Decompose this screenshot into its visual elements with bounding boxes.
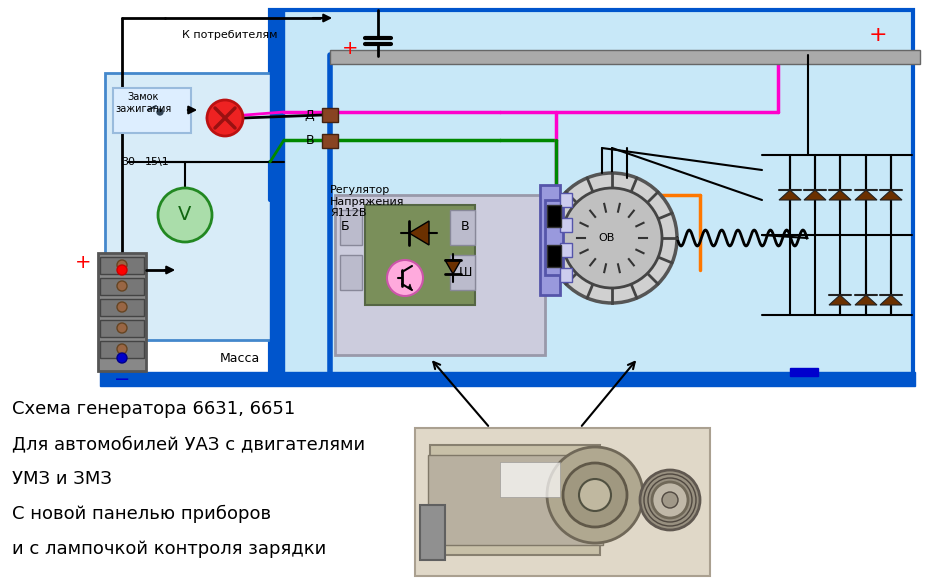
- Circle shape: [117, 344, 127, 354]
- Bar: [340, 255, 362, 290]
- Polygon shape: [855, 295, 877, 305]
- Text: Б: Б: [340, 220, 350, 233]
- Circle shape: [563, 463, 627, 527]
- Bar: [340, 210, 362, 245]
- Bar: [113, 88, 191, 133]
- Polygon shape: [880, 190, 902, 200]
- Bar: [330, 50, 920, 64]
- Bar: [450, 210, 475, 245]
- Bar: [100, 320, 144, 337]
- Circle shape: [117, 260, 127, 270]
- Bar: [428, 455, 603, 545]
- Circle shape: [117, 265, 127, 275]
- Bar: [270, 10, 913, 375]
- Text: Ш: Ш: [458, 265, 472, 278]
- Text: ОВ: ОВ: [598, 233, 615, 243]
- Circle shape: [652, 482, 688, 518]
- Bar: [547, 205, 561, 227]
- Text: Масса: Масса: [220, 352, 260, 364]
- Circle shape: [117, 281, 127, 291]
- Text: Схема генератора 6631, 6651: Схема генератора 6631, 6651: [12, 400, 295, 418]
- Text: +: +: [869, 25, 887, 45]
- Text: и с лампочкой контроля зарядки: и с лампочкой контроля зарядки: [12, 540, 327, 558]
- Text: В: В: [461, 220, 469, 233]
- Polygon shape: [829, 190, 851, 200]
- Bar: [420, 505, 445, 560]
- Bar: [415, 428, 710, 576]
- Bar: [100, 257, 144, 274]
- Polygon shape: [804, 190, 826, 200]
- Bar: [100, 278, 144, 295]
- Polygon shape: [855, 190, 877, 200]
- Bar: [560, 268, 572, 282]
- Polygon shape: [880, 295, 902, 305]
- Bar: [105, 73, 275, 340]
- Polygon shape: [409, 221, 429, 245]
- Circle shape: [662, 492, 678, 508]
- Text: Д: Д: [304, 108, 314, 121]
- Bar: [545, 200, 563, 275]
- Circle shape: [158, 188, 212, 242]
- Circle shape: [157, 109, 163, 115]
- Circle shape: [117, 353, 127, 363]
- Bar: [100, 299, 144, 316]
- Bar: [547, 245, 561, 267]
- Circle shape: [207, 100, 243, 136]
- Bar: [560, 243, 572, 257]
- Text: Регулятор
Напряжения
Я112В: Регулятор Напряжения Я112В: [330, 185, 404, 218]
- Circle shape: [547, 173, 677, 303]
- Text: +: +: [341, 39, 358, 57]
- Bar: [540, 185, 560, 295]
- Text: С новой панелью приборов: С новой панелью приборов: [12, 505, 271, 523]
- Polygon shape: [829, 295, 851, 305]
- Text: В: В: [305, 135, 314, 148]
- Bar: [100, 341, 144, 358]
- Polygon shape: [779, 190, 801, 200]
- Text: −: −: [114, 370, 130, 390]
- Text: УМЗ и ЗМЗ: УМЗ и ЗМЗ: [12, 470, 112, 488]
- Text: 30: 30: [121, 157, 135, 167]
- Text: +: +: [75, 254, 91, 272]
- Circle shape: [117, 323, 127, 333]
- Circle shape: [387, 260, 423, 296]
- Bar: [322, 134, 338, 148]
- Bar: [322, 108, 338, 122]
- Bar: [100, 372, 915, 386]
- Circle shape: [562, 188, 662, 288]
- Bar: [560, 218, 572, 232]
- Bar: [270, 10, 284, 380]
- Text: V: V: [179, 206, 191, 224]
- Circle shape: [640, 470, 700, 530]
- Bar: [98, 253, 146, 371]
- Bar: [335, 195, 545, 355]
- Bar: [450, 255, 475, 290]
- Bar: [365, 205, 475, 305]
- Circle shape: [547, 447, 643, 543]
- Circle shape: [117, 302, 127, 312]
- Bar: [500, 462, 560, 497]
- Bar: [790, 368, 818, 376]
- Circle shape: [579, 479, 611, 511]
- Text: 15\1: 15\1: [144, 157, 169, 167]
- Bar: [430, 445, 600, 555]
- Text: Замок
зажигания: Замок зажигания: [115, 92, 171, 114]
- Bar: [560, 193, 572, 207]
- Polygon shape: [408, 284, 412, 290]
- Polygon shape: [445, 260, 461, 274]
- Text: Для автомобилей УАЗ с двигателями: Для автомобилей УАЗ с двигателями: [12, 435, 365, 453]
- Text: К потребителям: К потребителям: [182, 30, 278, 40]
